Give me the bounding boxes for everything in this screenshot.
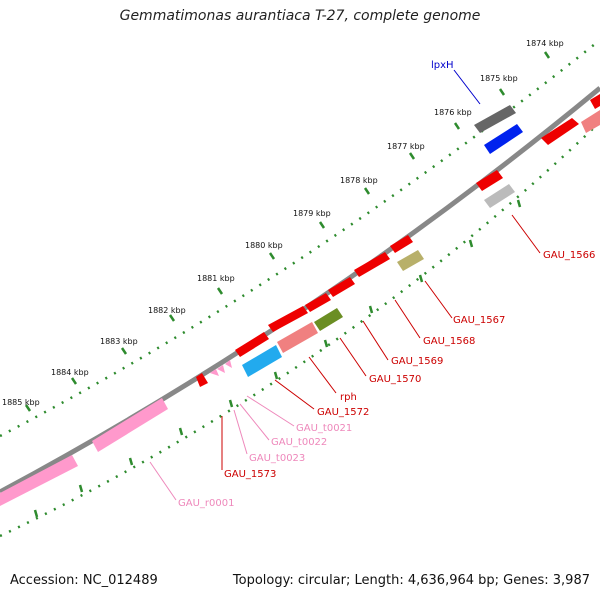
gene-gau-1566-fwd-block[interactable]	[476, 170, 503, 191]
gene-gau-r0001-b-block[interactable]	[0, 455, 78, 506]
map-title: Gemmatimonas aurantiaca T-27, complete g…	[119, 8, 481, 24]
gene-label-gau-1569[interactable]: GAU_1569	[391, 356, 443, 367]
leader-gau-1567	[424, 280, 453, 319]
gene-gau-r0001-a-block[interactable]	[92, 398, 168, 452]
gene-rph-block[interactable]	[305, 293, 331, 312]
gene-label-rph[interactable]: rph	[340, 392, 357, 403]
leader-gau-1568	[394, 299, 421, 339]
kbp-label: 1884 kbp	[51, 368, 89, 377]
gene-gau-1565-block[interactable]	[474, 105, 516, 133]
gene-label-gau-t0021[interactable]: GAU_t0021	[296, 423, 352, 434]
gene-label-gau-1566[interactable]: GAU_1566	[543, 250, 595, 261]
gene-gau-1566-block[interactable]	[484, 184, 515, 208]
gene-gau-t0021-block[interactable]	[210, 369, 219, 376]
gene-lpxh-block[interactable]	[484, 124, 523, 154]
leader-gau-1566	[511, 214, 541, 254]
kbp-label: 1876 kbp	[434, 108, 472, 117]
gene-label-gau-r0001[interactable]: GAU_r0001	[178, 498, 234, 509]
gene-gau-t0022-block[interactable]	[217, 365, 225, 373]
gene-label-gau-1573[interactable]: GAU_1573	[224, 469, 276, 480]
kbp-label: 1883 kbp	[100, 337, 138, 346]
kbp-label: 1881 kbp	[197, 274, 235, 283]
gene-gau-1567-block[interactable]	[397, 250, 424, 271]
leader-gau-1569	[362, 320, 389, 361]
label-leaders	[149, 69, 541, 501]
reverse-strand-genes	[242, 124, 523, 377]
gene-label-gau-1570[interactable]: GAU_1570	[369, 374, 421, 385]
gene-label-gau-1572[interactable]: GAU_1572	[317, 407, 369, 418]
gene-fwd-red-edge-block[interactable]	[590, 94, 600, 109]
leader-lpxh	[453, 69, 481, 105]
gene-gau-t0023-block[interactable]	[225, 360, 232, 368]
gene-gau-1568-block[interactable]	[390, 235, 413, 253]
gene-gau-1573-block[interactable]	[235, 332, 269, 357]
kbp-label: 1882 kbp	[148, 306, 186, 315]
kbp-label: 1879 kbp	[293, 209, 331, 218]
outer-scale-track	[0, 39, 600, 438]
kbp-label: 1875 kbp	[480, 74, 518, 83]
gene-label-gau-t0022[interactable]: GAU_t0022	[271, 437, 327, 448]
gene-fwd-salmon-block[interactable]	[581, 110, 600, 133]
gene-labels: lpxH GAU_1566 GAU_1567 GAU_1568 GAU_1569…	[178, 60, 595, 509]
kbp-label: 1877 kbp	[387, 142, 425, 151]
gene-gau-1573-rev-block[interactable]	[242, 345, 282, 377]
leader-gau-t0021	[246, 395, 295, 427]
gene-label-gau-t0023[interactable]: GAU_t0023	[249, 453, 305, 464]
topology-text: Topology: circular; Length: 4,636,964 bp…	[232, 573, 590, 588]
gene-label-gau-1568[interactable]: GAU_1568	[423, 336, 475, 347]
leader-gau-t0022	[239, 403, 270, 441]
gene-gau-1572-block[interactable]	[268, 306, 308, 332]
gene-rph-rev-block[interactable]	[277, 322, 318, 353]
leader-gau-t0023	[233, 409, 248, 455]
gene-label-lpxh[interactable]: lpxH	[431, 60, 454, 71]
leader-rph	[308, 356, 337, 394]
gene-gau-1570-rev-block[interactable]	[314, 308, 343, 331]
outer-major-ticks	[24, 51, 551, 412]
leader-gau-r0001	[149, 461, 177, 501]
inner-major-ticks	[33, 199, 522, 518]
kbp-label: 1878 kbp	[340, 176, 378, 185]
kbp-label: 1880 kbp	[245, 241, 283, 250]
kbp-labels: 1874 kbp 1875 kbp 1876 kbp 1877 kbp 1878…	[2, 39, 564, 407]
leader-gau-1572	[274, 379, 315, 410]
forward-strand-genes	[0, 94, 600, 506]
gene-label-gau-1567[interactable]: GAU_1567	[453, 315, 505, 326]
gene-gau-1570-block[interactable]	[328, 277, 355, 297]
leader-gau-1570	[339, 337, 367, 377]
gene-small-red-block[interactable]	[196, 373, 208, 387]
gene-fwd-red-block[interactable]	[541, 118, 579, 145]
gene-gau-1569-block[interactable]	[354, 252, 390, 277]
accession-text: Accession: NC_012489	[10, 573, 158, 588]
kbp-label: 1885 kbp	[2, 398, 40, 407]
kbp-label: 1874 kbp	[526, 39, 564, 48]
